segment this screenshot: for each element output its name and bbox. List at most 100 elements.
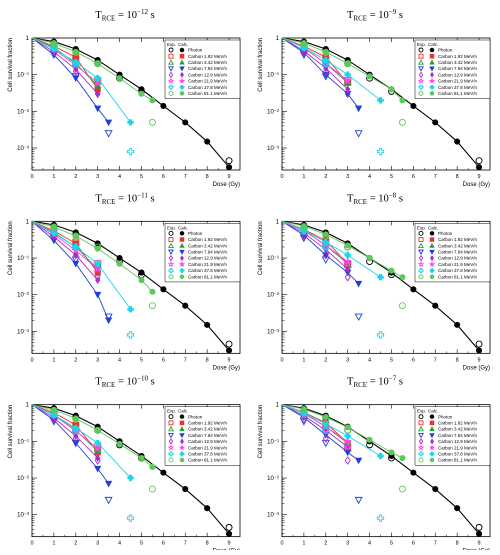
y-axis-label: Cell survival fraction [8, 38, 14, 92]
legend-header: Calc. [428, 225, 438, 230]
x-tick-label: 1 [302, 541, 305, 547]
exp-marker [475, 340, 483, 348]
calc-marker [355, 457, 363, 465]
calc-marker [454, 138, 461, 145]
exp-marker [225, 157, 233, 165]
calc-marker [160, 286, 167, 293]
y-tick-label: 10⁻¹ [17, 73, 29, 79]
x-tick-label: 9 [478, 357, 481, 363]
legend-label: Photon [438, 414, 453, 419]
legend-label: Carbon 3.42 MeV/n [438, 243, 478, 248]
legend-calc-marker [179, 47, 185, 53]
legend-exp-marker [167, 77, 175, 84]
chart-title-part: RCE [353, 198, 367, 206]
chart-panel: TRCE = 10−7 s0123456789110⁻¹10⁻²10⁻³Dose… [258, 375, 491, 555]
chart-title-part: = 10 [115, 10, 137, 21]
legend-exp-marker [418, 230, 424, 236]
series-line [31, 37, 230, 168]
calc-marker [50, 40, 57, 47]
x-tick-label: 2 [324, 357, 327, 363]
y-tick-label: 10⁻¹ [17, 256, 29, 262]
calc-marker [366, 73, 373, 80]
plot-frame [31, 220, 241, 354]
calc-marker [105, 317, 113, 325]
x-tick-label: 8 [206, 541, 209, 547]
legend-exp-marker [418, 420, 424, 426]
exp-marker [344, 89, 351, 99]
legend-exp-marker [168, 71, 174, 79]
chart-title-part: T [95, 10, 102, 21]
chart-panel: TRCE = 10−10 s0123456789110⁻¹10⁻²10⁻³Dos… [8, 375, 241, 555]
legend-calc-marker [179, 457, 185, 463]
legend-exp-marker [168, 433, 174, 439]
legend-label: Carbon 12.9 MeV/n [438, 439, 478, 444]
plot-frame [281, 37, 491, 171]
legend-label: Carbon 12.9 MeV/n [188, 72, 228, 77]
x-tick-label: 3 [96, 541, 99, 547]
x-tick-label: 7 [184, 357, 187, 363]
x-tick-label: 5 [390, 357, 393, 363]
chart-title: TRCE = 10−9 s [347, 8, 403, 23]
chart-panel: TRCE = 10−12 s 0 1 2 3 4 5 6 7 8 9 1 10⁻¹ 10⁻² 10⁻³ Dos… [8, 8, 241, 188]
legend-label: Photon [188, 48, 203, 53]
calc-marker [410, 469, 417, 476]
x-axis-label: Dose (Gy) [463, 182, 490, 188]
calc-marker [127, 474, 134, 482]
x-tick-label: 5 [140, 174, 143, 180]
calc-marker [476, 530, 483, 537]
y-tick-label: 10⁻² [267, 109, 279, 115]
exp-marker [148, 118, 156, 126]
calc-marker [73, 251, 79, 260]
legend-exp-marker [168, 414, 174, 420]
exp-marker [376, 514, 385, 522]
legend-exp-marker [168, 242, 174, 248]
legend-calc-marker [429, 426, 435, 432]
legend-exp-marker [417, 77, 425, 84]
legend-box [414, 223, 491, 283]
calc-marker [322, 48, 329, 55]
calc-marker [116, 440, 123, 447]
x-tick-label: 7 [434, 174, 437, 180]
y-tick-label: 1 [26, 403, 30, 409]
legend-label: Carbon 3.42 MeV/n [438, 427, 478, 432]
legend-exp-marker [418, 249, 424, 256]
legend-calc-marker [429, 53, 435, 59]
chart-title-part: T [347, 10, 354, 21]
y-tick-label: 10⁻¹ [17, 439, 29, 445]
legend-calc-marker [180, 255, 184, 262]
calc-marker [345, 85, 351, 94]
y-tick-label: 10⁻² [17, 476, 29, 482]
legend-exp-marker [168, 267, 174, 274]
legend-calc-marker [429, 268, 435, 273]
exp-marker [104, 496, 113, 505]
legend-exp-marker [418, 433, 424, 439]
exp-marker [376, 147, 385, 156]
legend-exp-marker [168, 90, 174, 96]
calc-marker [355, 105, 363, 113]
exp-marker [343, 442, 353, 451]
x-tick-label: 2 [74, 174, 77, 180]
x-tick-label: 2 [324, 541, 327, 547]
legend-exp-marker [418, 438, 424, 445]
legend-header: Exp. [167, 42, 176, 47]
calc-marker [182, 119, 189, 126]
chart-title-part: T [347, 193, 354, 204]
legend-calc-marker [429, 84, 435, 90]
legend-calc-marker [179, 59, 185, 65]
exp-marker [398, 485, 406, 493]
legend-label: Carbon 21.9 MeV/n [438, 262, 478, 267]
x-tick-label: 9 [478, 174, 481, 180]
legend-label: Carbon 7.94 MeV/n [188, 250, 228, 255]
calc-marker [399, 274, 406, 281]
calc-marker [50, 406, 57, 413]
x-tick-label: 8 [206, 174, 209, 180]
calc-marker [410, 286, 417, 293]
series-line [31, 37, 131, 123]
legend-label: Carbon 1.92 MeV/n [188, 54, 228, 59]
legend-header: Exp. [417, 409, 426, 414]
legend-calc-marker [429, 242, 435, 248]
exp-marker [354, 313, 363, 321]
legend-calc-marker [179, 249, 185, 255]
calc-marker [105, 119, 113, 127]
calc-marker [50, 223, 57, 231]
